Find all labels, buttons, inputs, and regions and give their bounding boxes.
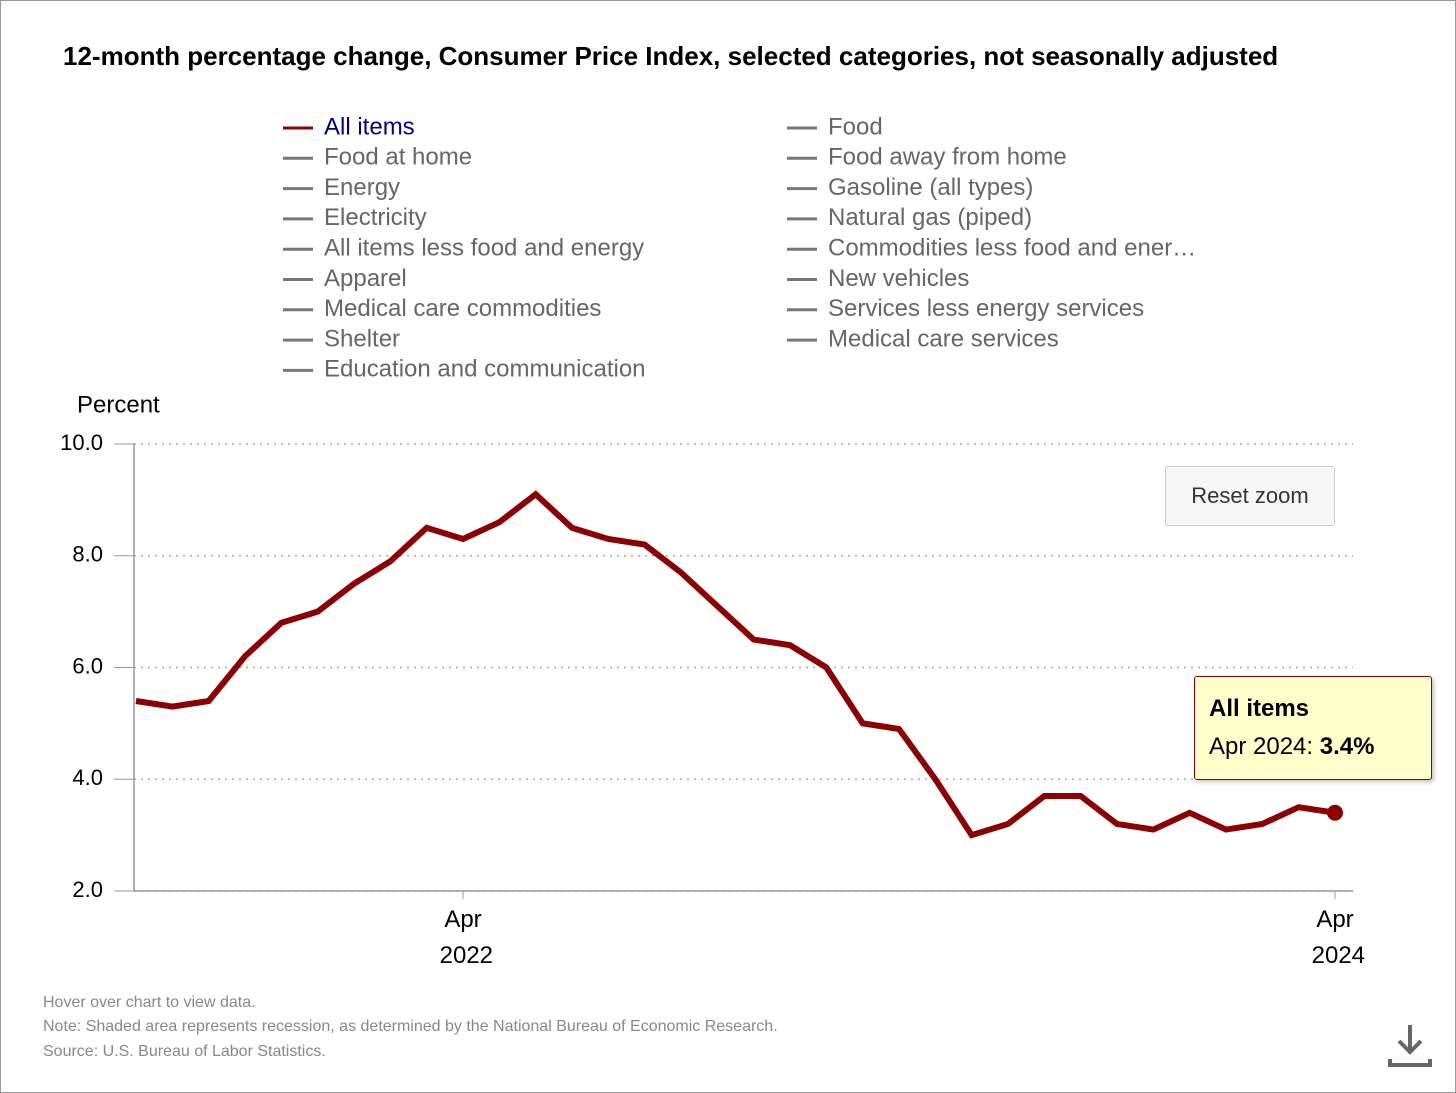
tooltip-x: Apr 2024: <box>1209 733 1314 760</box>
x-tick-label: Apr 2022 <box>433 906 493 969</box>
y-tick-label: 8.0 <box>72 542 103 567</box>
hover-marker <box>1327 804 1343 821</box>
footnote: Source: U.S. Bureau of Labor Statistics. <box>43 1043 326 1060</box>
legend-label: Medical care commodities <box>324 295 601 322</box>
legend-label: All items less food and energy <box>324 235 644 262</box>
x-tick-label-line: 2024 <box>1305 942 1365 969</box>
legend-label: Apparel <box>324 265 407 292</box>
legend-label: Food <box>828 113 883 140</box>
legend-label: Commodities less food and ener… <box>828 235 1196 262</box>
x-tick-label-line: 2022 <box>433 942 493 969</box>
legend-label: Gasoline (all types) <box>828 174 1033 201</box>
tooltip: All items Apr 2024: 3.4% <box>1194 676 1432 780</box>
y-tick-label: 4.0 <box>72 765 103 790</box>
y-tick-label: 6.0 <box>72 653 103 678</box>
legend-label: Energy <box>324 174 400 201</box>
tooltip-body: Apr 2024: 3.4% <box>1209 733 1417 761</box>
y-axis-title: Percent <box>77 391 160 418</box>
x-tick-label-line: Apr <box>1316 906 1353 933</box>
legend-label: Education and communication <box>324 356 646 383</box>
legend-label: Natural gas (piped) <box>828 204 1032 231</box>
legend-label: Food at home <box>324 144 472 171</box>
x-tick-label-line: Apr <box>444 906 481 933</box>
legend-label: Services less energy services <box>828 295 1144 322</box>
reset-zoom-button[interactable]: Reset zoom <box>1165 466 1335 526</box>
y-tick-label: 2.0 <box>72 877 103 902</box>
chart-title: 12-month percentage change, Consumer Pri… <box>63 41 1279 71</box>
tooltip-title: All items <box>1209 695 1310 722</box>
y-tick-label: 10.0 <box>60 430 103 455</box>
footnote: Note: Shaded area represents recession, … <box>43 1018 778 1035</box>
legend-label: Medical care services <box>828 325 1059 352</box>
legend-label: All items <box>324 113 415 140</box>
tooltip-value: 3.4% <box>1319 733 1375 760</box>
download-glyph <box>1388 1025 1432 1067</box>
download-icon[interactable] <box>1385 1021 1435 1071</box>
legend-label: Shelter <box>324 325 400 352</box>
footnote: Hover over chart to view data. <box>43 994 256 1011</box>
series-line <box>135 490 1336 839</box>
x-tick-label: Apr 2024 <box>1305 906 1365 969</box>
legend-label: New vehicles <box>828 265 969 292</box>
legend-label: Food away from home <box>828 144 1067 171</box>
legend-label: Electricity <box>324 204 427 231</box>
